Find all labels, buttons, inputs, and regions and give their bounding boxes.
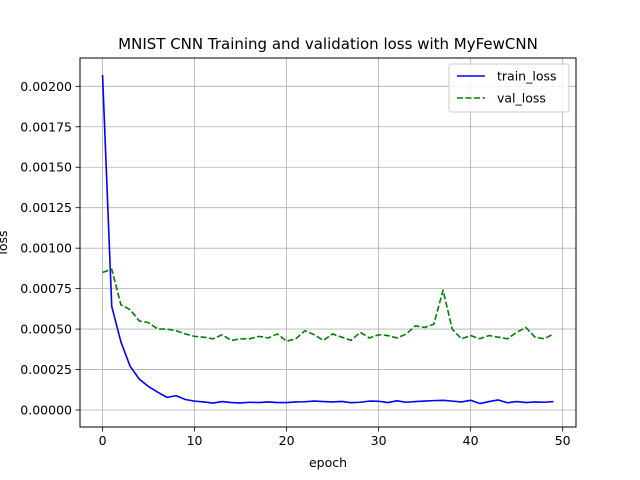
y-tick-label: 0.00025 xyxy=(20,362,72,377)
plot-frame xyxy=(79,57,577,428)
y-tick-label: 0.00125 xyxy=(20,200,72,215)
y-axis-ticks: 0.00000 0.00025 0.00050 0.00075 0.00100 0.001… xyxy=(20,79,80,418)
x-tick-label: 30 xyxy=(371,433,387,448)
x-tick-label: 50 xyxy=(555,433,571,448)
series-line-val-loss xyxy=(102,268,554,343)
y-tick-label: 0.00150 xyxy=(20,160,72,175)
series-line-train-loss xyxy=(101,74,554,405)
y-tick-label: 0.00200 xyxy=(20,79,72,94)
y-tick-label: 0.00000 xyxy=(20,403,72,418)
x-axis-ticks: 0 10 20 30 40 50 xyxy=(99,427,571,448)
y-tick-label: 0.00050 xyxy=(20,322,72,337)
series-lines xyxy=(101,74,554,405)
y-tick-label: 0.00100 xyxy=(20,241,72,256)
chart-title: MNIST CNN Training and validation loss w… xyxy=(118,35,538,53)
y-tick-label: 0.00075 xyxy=(20,281,72,296)
x-tick-label: 0 xyxy=(99,433,107,448)
x-axis-label: epoch xyxy=(309,455,347,470)
legend-label-train-loss: train_loss xyxy=(497,69,557,84)
x-tick-label: 20 xyxy=(279,433,295,448)
legend: train_loss val_loss xyxy=(448,63,570,113)
x-tick-label: 10 xyxy=(187,433,203,448)
legend-label-val-loss: val_loss xyxy=(497,91,546,106)
y-tick-label: 0.00175 xyxy=(20,119,72,134)
x-tick-label: 40 xyxy=(463,433,479,448)
y-axis-label: loss xyxy=(0,230,10,254)
